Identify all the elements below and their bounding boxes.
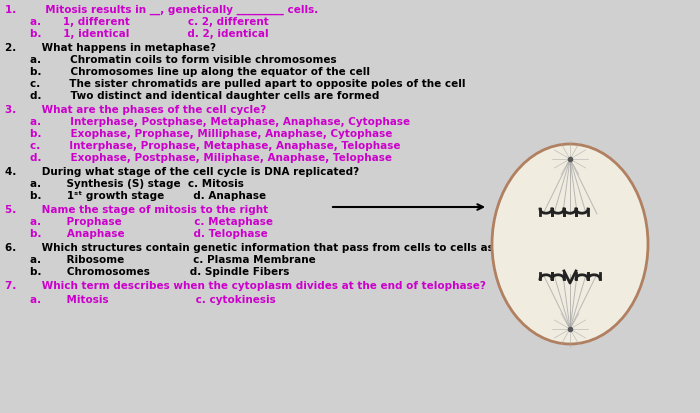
Text: c.        Interphase, Prophase, Metaphase, Anaphase, Telophase: c. Interphase, Prophase, Metaphase, Anap… <box>30 141 400 151</box>
Text: 1.        Mitosis results in __, genetically _________ cells.: 1. Mitosis results in __, genetically __… <box>5 5 318 15</box>
Text: a.        Interphase, Postphase, Metaphase, Anaphase, Cytophase: a. Interphase, Postphase, Metaphase, Ana… <box>30 117 410 127</box>
Text: a.       Synthesis (S) stage  c. Mitosis: a. Synthesis (S) stage c. Mitosis <box>30 178 244 189</box>
Ellipse shape <box>492 145 648 344</box>
Text: 6.       Which structures contain genetic information that pass from cells to ce: 6. Which structures contain genetic info… <box>5 242 594 252</box>
Text: a.       Ribosome                   c. Plasma Membrane: a. Ribosome c. Plasma Membrane <box>30 254 316 264</box>
Text: 3.       What are the phases of the cell cycle?: 3. What are the phases of the cell cycle… <box>5 105 266 115</box>
Text: b.      1, identical                d. 2, identical: b. 1, identical d. 2, identical <box>30 29 269 39</box>
Text: 5.       Name the stage of mitosis to the right: 5. Name the stage of mitosis to the righ… <box>5 204 268 214</box>
Text: 4.       During what stage of the cell cycle is DNA replicated?: 4. During what stage of the cell cycle i… <box>5 166 359 177</box>
Text: a.       Mitosis                        c. cytokinesis: a. Mitosis c. cytokinesis <box>30 294 276 304</box>
Text: a.        Chromatin coils to form visible chromosomes: a. Chromatin coils to form visible chrom… <box>30 55 337 65</box>
Text: 2.       What happens in metaphase?: 2. What happens in metaphase? <box>5 43 216 53</box>
Text: b.        Exophase, Prophase, Milliphase, Anaphase, Cytophase: b. Exophase, Prophase, Milliphase, Anaph… <box>30 129 393 139</box>
Text: b.       1ˢᵗ growth stage        d. Anaphase: b. 1ˢᵗ growth stage d. Anaphase <box>30 190 266 201</box>
Text: c.        The sister chromatids are pulled apart to opposite poles of the cell: c. The sister chromatids are pulled apar… <box>30 79 466 89</box>
Text: 7.       Which term describes when the cytoplasm divides at the end of telophase: 7. Which term describes when the cytopla… <box>5 280 486 290</box>
Text: b.        Chromosomes line up along the equator of the cell: b. Chromosomes line up along the equator… <box>30 67 370 77</box>
Text: b.       Chromosomes           d. Spindle Fibers: b. Chromosomes d. Spindle Fibers <box>30 266 289 276</box>
Text: a.       Prophase                    c. Metaphase: a. Prophase c. Metaphase <box>30 216 273 226</box>
Text: d.        Two distinct and identical daughter cells are formed: d. Two distinct and identical daughter c… <box>30 91 379 101</box>
Text: d.        Exophase, Postphase, Miliphase, Anaphase, Telophase: d. Exophase, Postphase, Miliphase, Anaph… <box>30 153 392 163</box>
Text: b.       Anaphase                   d. Telophase: b. Anaphase d. Telophase <box>30 228 267 238</box>
Text: a.      1, different                c. 2, different: a. 1, different c. 2, different <box>30 17 269 27</box>
